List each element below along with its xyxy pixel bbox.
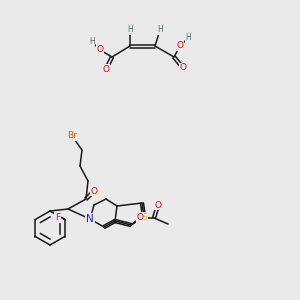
- Text: H: H: [185, 34, 191, 43]
- Text: Br: Br: [67, 131, 77, 140]
- Text: O: O: [179, 64, 187, 73]
- Text: O: O: [97, 46, 104, 55]
- Text: H: H: [89, 38, 95, 46]
- Text: H: H: [127, 26, 133, 34]
- Text: H: H: [157, 26, 163, 34]
- Text: O: O: [136, 214, 143, 223]
- Text: N: N: [86, 214, 94, 224]
- Text: O: O: [154, 200, 161, 209]
- Text: F: F: [55, 213, 60, 222]
- Text: O: O: [103, 64, 110, 74]
- Text: S: S: [141, 212, 147, 221]
- Text: O: O: [91, 187, 98, 196]
- Text: O: O: [176, 41, 184, 50]
